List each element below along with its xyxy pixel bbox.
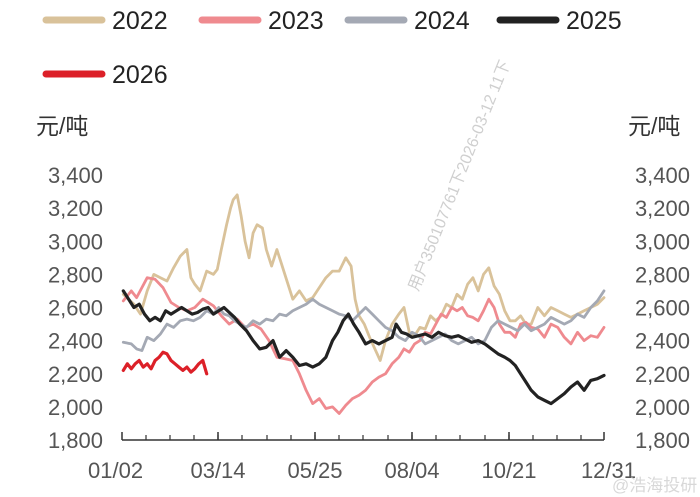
left-y-tick-label: 1,800 <box>48 428 103 453</box>
series-layer <box>121 193 606 415</box>
legend-label-2025: 2025 <box>566 7 622 35</box>
right-y-tick-label: 2,400 <box>635 329 690 354</box>
right-y-axis: 1,800 2,000 2,200 2,400 2,600 2,800 3,000 3,200… <box>635 163 690 453</box>
right-y-tick-label: 2,000 <box>635 395 690 420</box>
series-line-2022 <box>121 193 606 362</box>
right-y-tick-label: 1,800 <box>635 428 690 453</box>
left-y-tick-label: 3,000 <box>48 229 103 254</box>
right-y-tick-label: 3,400 <box>635 163 690 188</box>
right-y-tick-label: 3,200 <box>635 196 690 221</box>
series-line-2026 <box>121 350 209 376</box>
right-y-tick-label: 3,000 <box>635 229 690 254</box>
left-y-tick-label: 2,400 <box>48 329 103 354</box>
x-tick-label: 10/21 <box>481 458 536 483</box>
x-tick-label: 12/31 <box>581 458 636 483</box>
corner-watermark: @浩海投研 <box>612 476 697 495</box>
left-y-axis: 1,800 2,000 2,200 2,400 2,600 2,800 3,000 3,200… <box>48 163 103 453</box>
legend-label-2026: 2026 <box>112 61 168 89</box>
left-y-tick-label: 3,400 <box>48 163 103 188</box>
x-tick-label: 03/14 <box>190 458 245 483</box>
left-y-tick-label: 2,600 <box>48 296 103 321</box>
left-y-tick-label: 3,200 <box>48 196 103 221</box>
series-line-2023 <box>121 276 606 415</box>
legend-label-2022: 2022 <box>112 7 168 35</box>
legend-label-2023: 2023 <box>268 7 324 35</box>
right-y-tick-label: 2,800 <box>635 262 690 287</box>
legend-label-2024: 2024 <box>414 7 470 35</box>
left-y-tick-label: 2,800 <box>48 262 103 287</box>
left-y-tick-label: 2,200 <box>48 362 103 387</box>
left-unit-label: 元/吨 <box>36 113 88 139</box>
left-y-tick-label: 2,000 <box>48 395 103 420</box>
series-line-2024 <box>121 289 606 352</box>
diagonal-watermark: 用户350107761下2026-03-12 11下 <box>405 58 514 294</box>
x-tick-label: 05/25 <box>287 458 342 483</box>
right-unit-label: 元/吨 <box>628 113 680 139</box>
series-line-2025 <box>121 289 606 406</box>
x-tick-label: 01/02 <box>88 458 143 483</box>
legend: 2022 2023 2024 2025 2026 <box>42 7 622 89</box>
right-y-tick-label: 2,600 <box>635 296 690 321</box>
right-y-tick-label: 2,200 <box>635 362 690 387</box>
x-tick-label: 08/04 <box>384 458 439 483</box>
x-axis: 01/02 03/14 05/25 08/04 10/21 12/31 <box>88 432 636 483</box>
